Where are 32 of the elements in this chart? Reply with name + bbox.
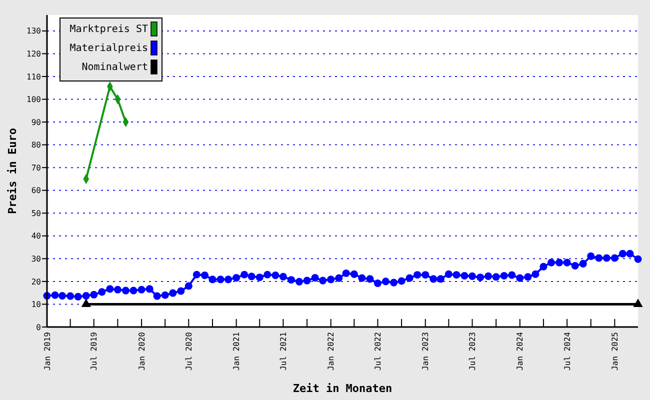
- x-tick-label: Jul 2021: [278, 332, 288, 371]
- y-tick-label: 10: [31, 300, 42, 310]
- y-axis-title: Preis in Euro: [6, 128, 19, 214]
- x-tick-label: Jan 2021: [232, 332, 242, 371]
- x-tick-label: Jan 2025: [610, 332, 620, 371]
- x-tick-label: Jan 2022: [326, 332, 336, 371]
- y-tick-label: 20: [31, 277, 42, 286]
- y-tick-label: 0: [36, 322, 42, 332]
- x-axis-title: Zeit in Monaten: [292, 382, 392, 395]
- x-tick-label: Jul 2024: [562, 332, 572, 371]
- x-tick-label: Jan 2020: [137, 332, 146, 371]
- x-tick-label: Jul 2023: [468, 332, 478, 371]
- x-tick-label: Jul 2019: [90, 332, 99, 371]
- legend-label: Nominalwert: [82, 62, 148, 73]
- y-tick-label: 40: [31, 232, 42, 241]
- legend-label: Materialpreis: [70, 43, 148, 54]
- y-tick-label: 60: [31, 186, 42, 196]
- y-tick-label: 110: [26, 72, 42, 82]
- x-tick-label: Jul 2020: [184, 332, 194, 371]
- y-tick-label: 80: [31, 140, 42, 150]
- y-tick-label: 120: [26, 50, 42, 59]
- y-tick-label: 100: [26, 95, 42, 104]
- x-tick-label: Jan 2023: [421, 332, 430, 371]
- y-tick-label: 90: [31, 118, 42, 127]
- y-tick-label: 50: [31, 208, 42, 218]
- x-tick-label: Jan 2024: [516, 332, 525, 371]
- y-tick-label: 130: [26, 26, 42, 36]
- x-tick-label: Jul 2022: [374, 332, 383, 371]
- y-tick-label: 30: [31, 254, 42, 264]
- x-tick-label: Jan 2019: [42, 332, 52, 371]
- legend-label: Marktpreis ST: [70, 24, 148, 35]
- y-tick-label: 70: [31, 163, 42, 172]
